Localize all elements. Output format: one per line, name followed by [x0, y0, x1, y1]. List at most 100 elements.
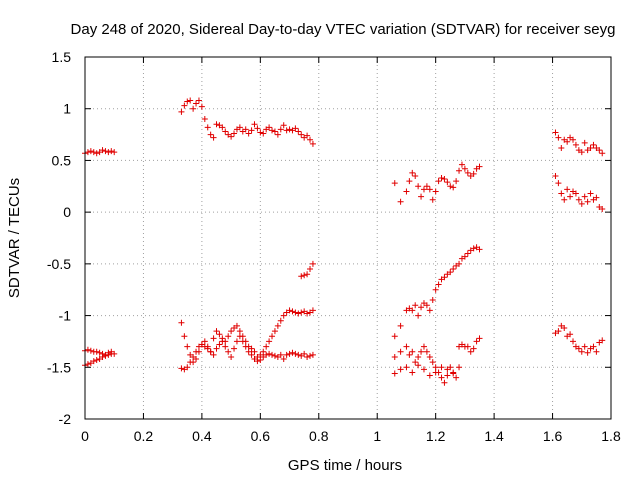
data-point: [564, 186, 571, 193]
data-point: [222, 343, 229, 350]
series-upper-end-b: [552, 172, 606, 213]
data-point: [415, 353, 422, 360]
data-point: [257, 129, 264, 136]
data-point: [561, 324, 568, 331]
data-point: [415, 312, 422, 319]
data-point: [558, 190, 565, 197]
data-point: [590, 141, 597, 148]
data-point: [450, 184, 457, 191]
data-point: [286, 350, 293, 357]
data-point: [108, 148, 115, 155]
data-point: [599, 150, 606, 157]
data-point: [184, 343, 191, 350]
data-point: [99, 350, 106, 357]
data-point: [298, 309, 305, 316]
data-point: [93, 348, 100, 355]
data-point: [441, 379, 448, 386]
data-point: [178, 319, 185, 326]
data-point: [429, 297, 436, 304]
data-point: [213, 121, 220, 128]
x-tick-label: 1.4: [484, 428, 504, 444]
data-point: [254, 125, 261, 132]
data-point: [423, 183, 430, 190]
data-point: [473, 338, 480, 345]
y-tick-label: 1: [63, 101, 71, 117]
data-point: [292, 309, 299, 316]
data-point: [470, 345, 477, 352]
data-point: [219, 338, 226, 345]
data-point: [301, 350, 308, 357]
data-point: [426, 353, 433, 360]
series-lower-late-a: [391, 244, 483, 340]
data-point: [289, 349, 296, 356]
y-tick-label: 1.5: [52, 49, 72, 65]
data-point: [111, 149, 118, 156]
data-point: [228, 328, 235, 335]
data-point: [271, 352, 278, 359]
data-point: [567, 331, 574, 338]
data-point: [403, 188, 410, 195]
data-point: [225, 333, 232, 340]
data-point: [280, 312, 287, 319]
data-point: [412, 172, 419, 179]
series-lower-late-c: [391, 362, 463, 379]
data-point: [201, 338, 208, 345]
data-point: [587, 190, 594, 197]
data-point: [572, 190, 579, 197]
data-point: [435, 178, 442, 185]
data-point: [426, 186, 433, 193]
data-point: [263, 351, 270, 358]
data-point: [581, 139, 588, 146]
data-point: [108, 348, 115, 355]
data-point: [266, 350, 273, 357]
data-point: [84, 361, 91, 368]
data-point: [409, 169, 416, 176]
data-point: [254, 358, 261, 365]
data-point: [438, 364, 445, 371]
data-point: [397, 198, 404, 205]
data-point: [198, 103, 205, 110]
data-point: [286, 307, 293, 314]
data-point: [304, 271, 311, 278]
y-tick-label: -1.5: [47, 359, 71, 375]
data-point: [578, 200, 585, 207]
y-tick-label: 0.5: [52, 152, 72, 168]
data-point: [441, 274, 448, 281]
y-tick-label: -1: [59, 308, 72, 324]
data-point: [190, 105, 197, 112]
data-point: [87, 347, 94, 354]
data-point: [283, 351, 290, 358]
data-point: [292, 125, 299, 132]
series-upper-late: [391, 161, 483, 205]
y-tick-label: -2: [59, 411, 72, 427]
data-point: [236, 328, 243, 335]
data-point: [309, 140, 316, 147]
data-point: [456, 167, 463, 174]
data-point: [236, 124, 243, 131]
data-point: [207, 348, 214, 355]
data-point: [233, 338, 240, 345]
data-point: [429, 359, 436, 366]
plot-frame: [84, 56, 612, 420]
data-point: [409, 348, 416, 355]
data-point: [304, 353, 311, 360]
data-point: [418, 193, 425, 200]
data-point: [461, 165, 468, 172]
series-late-rise: [298, 260, 316, 280]
data-point: [248, 351, 255, 358]
data-point: [441, 176, 448, 183]
data-point: [476, 335, 483, 342]
series-lower-late-b: [391, 335, 483, 386]
series-lower-early-b: [82, 346, 115, 358]
data-point: [406, 351, 413, 358]
data-point: [584, 349, 591, 356]
data-point: [590, 343, 597, 350]
data-point: [409, 369, 416, 376]
data-point: [464, 343, 471, 350]
data-point: [593, 348, 600, 355]
data-point: [195, 97, 202, 104]
data-point: [190, 353, 197, 360]
data-point: [456, 260, 463, 267]
data-point: [274, 322, 281, 329]
x-tick-label: 0: [81, 428, 89, 444]
